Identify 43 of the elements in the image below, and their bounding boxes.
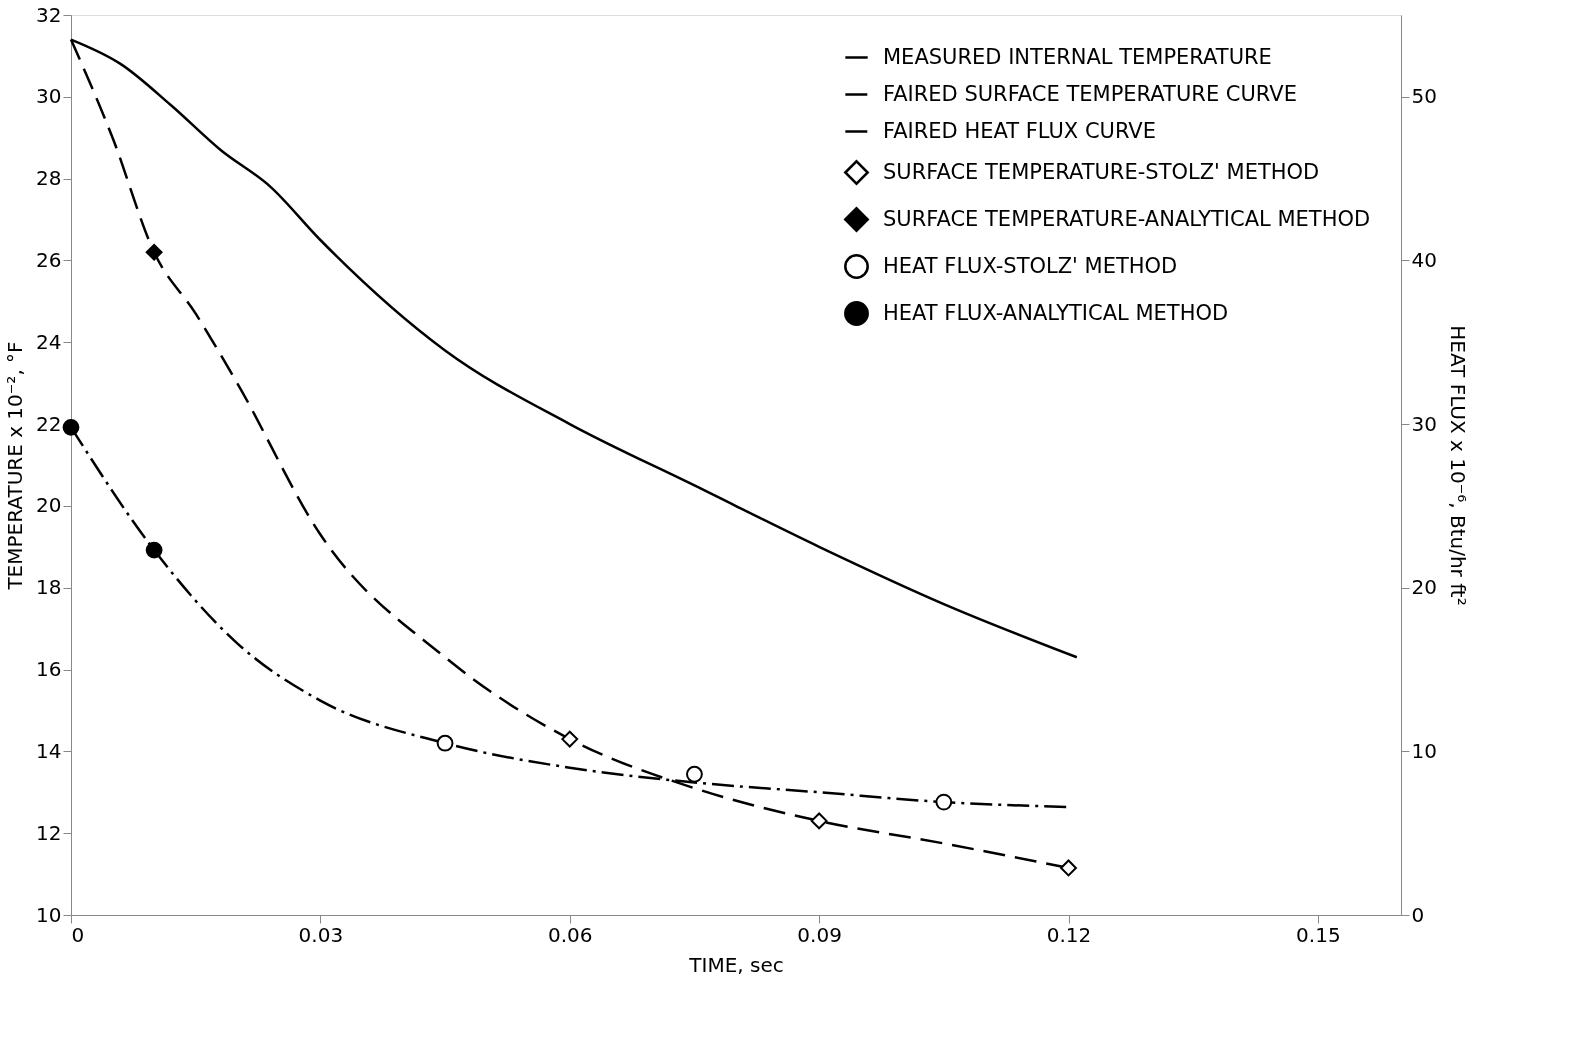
y2-tick-label: 50 xyxy=(1411,84,1437,109)
point xyxy=(935,793,953,811)
y2-tick-label: 10 xyxy=(1411,738,1437,763)
y-tick-label: 28 xyxy=(36,166,62,191)
y2-tick-label: 20 xyxy=(1411,575,1437,600)
y-tick-label: 26 xyxy=(36,247,62,272)
legend-label: HEAT FLUX-ANALYTICAL METHOD xyxy=(883,300,1229,325)
point xyxy=(145,541,163,559)
legend-label: SURFACE TEMPERATURE-ANALYTICAL METHOD xyxy=(883,206,1371,231)
legend-label: FAIRED HEAT FLUX CURVE xyxy=(883,118,1156,143)
legend-label: HEAT FLUX-STOLZ' METHOD xyxy=(883,253,1178,278)
point xyxy=(561,730,579,748)
point xyxy=(686,765,703,783)
point xyxy=(145,243,163,261)
y-tick-label: 30 xyxy=(36,84,62,109)
y-tick-label: 22 xyxy=(36,411,62,436)
point xyxy=(810,812,828,830)
y-tick-label: 14 xyxy=(36,738,62,763)
legend-label: SURFACE TEMPERATURE-STOLZ' METHOD xyxy=(883,159,1320,184)
point xyxy=(436,734,454,752)
y-tick-label: 16 xyxy=(36,657,62,682)
y-tick-label: 32 xyxy=(36,2,62,27)
x-tick-label: 0.06 xyxy=(547,922,593,947)
y-tick-label: 20 xyxy=(36,493,62,518)
x-tick-label: 0.15 xyxy=(1296,922,1341,947)
point xyxy=(1060,859,1077,877)
x-axis-title: TIME, sec xyxy=(688,952,784,977)
y-tick-label: 10 xyxy=(36,902,62,927)
y2-tick-label: 30 xyxy=(1411,411,1437,436)
legend-label: MEASURED INTERNAL TEMPERATURE xyxy=(883,44,1272,69)
y2-tick-label: 40 xyxy=(1411,247,1437,272)
legend-label: FAIRED SURFACE TEMPERATURE CURVE xyxy=(883,81,1297,106)
y2-tick-label: 0 xyxy=(1411,902,1425,927)
y-axis-title: TEMPERATURE x 10⁻², °F xyxy=(3,341,28,591)
x-tick-label: 0.09 xyxy=(797,922,842,947)
x-tick-label: 0.12 xyxy=(1046,922,1092,947)
x-tick-label: 0.03 xyxy=(298,922,344,947)
y-tick-label: 24 xyxy=(36,329,62,354)
y-tick-label: 18 xyxy=(36,575,62,600)
point xyxy=(62,418,80,436)
x-tick-label: 0 xyxy=(71,922,85,947)
y2-axis-title: HEAT FLUX x 10⁻⁶, Btu/hr ft² xyxy=(1445,325,1470,606)
y-tick-label: 12 xyxy=(36,820,62,845)
